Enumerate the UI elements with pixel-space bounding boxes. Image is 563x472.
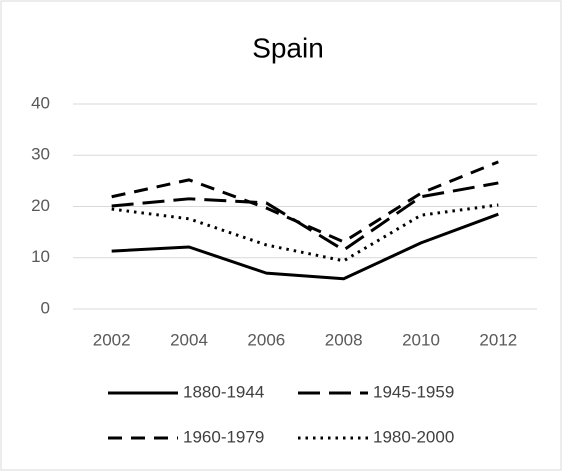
x-tick-label: 2002 — [93, 330, 131, 349]
x-tick-label: 2010 — [402, 330, 440, 349]
x-tick-label: 2006 — [247, 330, 285, 349]
y-tick-label: 30 — [31, 145, 50, 164]
x-tick-label: 2004 — [170, 330, 208, 349]
legend-label: 1960-1979 — [183, 427, 264, 446]
x-tick-label: 2012 — [479, 330, 517, 349]
chart-title: Spain — [252, 32, 324, 63]
y-tick-label: 20 — [31, 196, 50, 215]
series-line — [111, 212, 499, 281]
x-tick-label: 2008 — [325, 330, 363, 349]
y-tick-label: 0 — [41, 298, 50, 317]
y-tick-label: 40 — [31, 93, 50, 112]
legend-label: 1880-1944 — [183, 382, 264, 401]
series-line — [111, 160, 499, 244]
series-line — [111, 181, 499, 252]
legend-label: 1945-1959 — [373, 382, 454, 401]
legend-label: 1980-2000 — [373, 427, 454, 446]
y-tick-label: 10 — [31, 247, 50, 266]
